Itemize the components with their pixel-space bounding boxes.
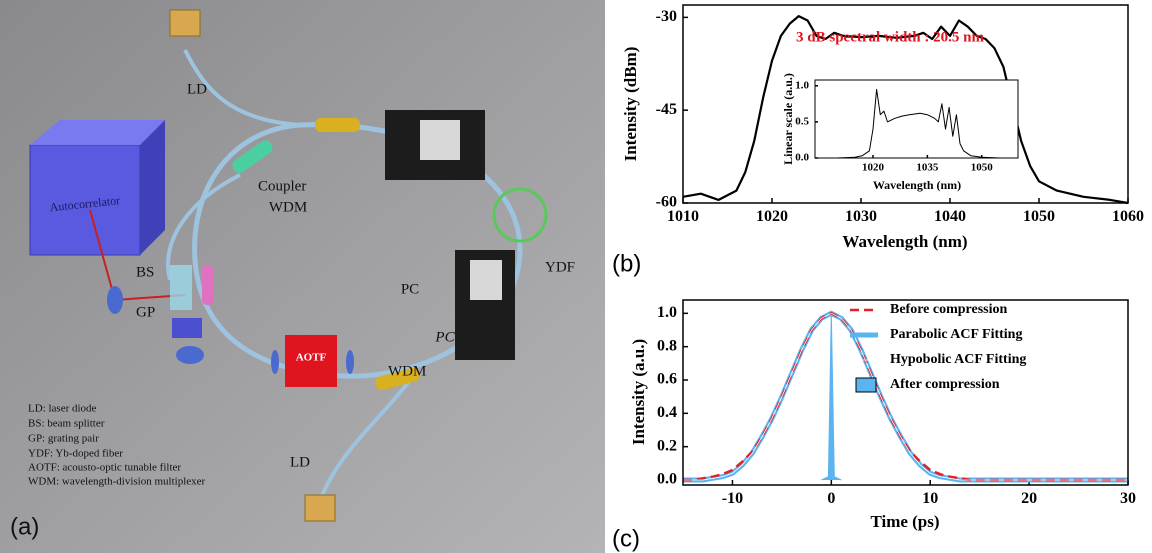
laser-diode [304, 494, 336, 522]
legend-entry: GP: grating pair [28, 433, 99, 445]
series-line [815, 88, 1018, 159]
legend-entry: WDM: wavelength-division multiplexer [28, 476, 206, 488]
x-axis-label: Wavelength (nm) [873, 178, 961, 192]
ydf-coil [492, 187, 548, 243]
isolator [202, 265, 214, 305]
x-tick-label: -10 [722, 490, 743, 507]
aotf [285, 335, 337, 387]
x-tick-label: 1010 [667, 208, 699, 225]
legend-label: Before compression [890, 302, 1008, 317]
component-label: YDF [545, 259, 575, 275]
y-tick-label: 1.0 [657, 304, 677, 321]
mirror [107, 286, 123, 314]
y-tick-label: 0.6 [657, 371, 677, 388]
x-axis-label: Time (ps) [870, 512, 939, 531]
fiber [183, 49, 301, 127]
series-line [683, 312, 1128, 481]
grating-pair [176, 346, 204, 364]
chart: -10 0 10 20 30 0.0 0.2 0.4 0.6 0.8 1.0 Time (ps) Int… [612, 299, 1136, 552]
y-tick-label: 0.0 [795, 152, 809, 164]
component-label: GP [136, 304, 155, 320]
x-tick-label: 20 [1021, 490, 1037, 507]
component-label: WDM [269, 199, 307, 215]
lens [271, 350, 279, 374]
fiber [166, 173, 241, 281]
legend-entry: LD: laser diode [28, 403, 97, 415]
plot-frame [682, 4, 1129, 204]
panel-label: (c) [612, 525, 640, 552]
x-tick-label: 1050 [971, 161, 994, 173]
x-axis-label: Wavelength (nm) [842, 232, 967, 251]
y-tick-label: 0.8 [657, 337, 677, 354]
legend-label: Parabolic ACF Fitting [890, 327, 1022, 342]
plot-frame [682, 299, 1129, 486]
x-tick-label: 1040 [934, 208, 966, 225]
legend-swatch [855, 377, 877, 393]
polarization-controller [420, 120, 460, 160]
autocorrelator [140, 120, 165, 255]
x-tick-label: 1020 [862, 161, 885, 173]
x-tick-label: 1020 [756, 208, 788, 225]
legend-label: After compression [890, 377, 1000, 392]
y-axis-label: Intensity (a.u.) [629, 339, 648, 445]
setup-diagram: LD WDM Coupler PC YDF PC BS GP AOTF WDM … [0, 0, 605, 553]
y-tick-label: 0.5 [795, 115, 809, 127]
beam-splitter [170, 265, 192, 310]
x-tick-label: 1035 [916, 161, 939, 173]
series-line [682, 15, 1129, 205]
x-tick-label: 1030 [845, 208, 877, 225]
wdm [375, 367, 420, 391]
legend-entry: YDF: Yb-doped fiber [28, 448, 123, 460]
component-label: PC [434, 329, 455, 345]
component-label: LD [187, 81, 207, 97]
autocorrelator [30, 120, 165, 145]
y-axis-label: Linear scale (a.u.) [781, 73, 795, 165]
chart: 1010 1020 1030 1040 1050 1060 -60 -45 -30 Wavelen… [612, 4, 1144, 277]
y-tick-label: 1.0 [795, 79, 809, 91]
annotation: 3 dB spectral width : 20.5 nm [796, 29, 984, 45]
panel-label: (a) [10, 513, 39, 540]
legend-entry: AOTF: acousto-optic tunable filter [28, 462, 181, 474]
y-axis-label: Intensity (dBm) [621, 47, 640, 162]
area [821, 312, 842, 481]
x-tick-label: 30 [1120, 490, 1136, 507]
component-label: AOTF [296, 352, 327, 364]
lens [346, 350, 354, 374]
component-label: WDM [388, 363, 426, 379]
fiber [318, 378, 412, 501]
x-tick-label: 0 [827, 490, 835, 507]
y-tick-label: 0.2 [657, 437, 677, 454]
y-tick-label: 0.0 [657, 471, 677, 488]
laser-diode [169, 9, 201, 37]
autocorrelator [29, 144, 141, 256]
y-tick-label: 0.4 [657, 404, 677, 421]
x-tick-label: 10 [922, 490, 938, 507]
component-label: LD [290, 454, 310, 470]
legend-label: Hypobolic ACF Fitting [890, 352, 1026, 367]
polarization-controller [470, 260, 502, 300]
legend-entry: BS: beam splitter [28, 418, 105, 430]
x-tick-label: 1050 [1023, 208, 1055, 225]
inset-background [815, 80, 1018, 158]
panel-label: (b) [612, 250, 641, 277]
component-label: BS [136, 264, 154, 280]
y-tick-label: -45 [656, 101, 677, 118]
x-tick-label: 1060 [1112, 208, 1144, 225]
component-label: PC [401, 281, 419, 297]
coupler [232, 140, 273, 173]
grating-pair [172, 318, 202, 338]
component-label: Coupler [258, 178, 306, 194]
y-tick-label: -30 [656, 8, 677, 25]
wdm [315, 118, 360, 132]
plot-frame [814, 79, 1019, 159]
y-tick-label: -60 [656, 194, 677, 211]
chart: 1020 1035 1050 0.0 0.5 1.0 Wavelength (nm) Line… [781, 73, 1019, 192]
